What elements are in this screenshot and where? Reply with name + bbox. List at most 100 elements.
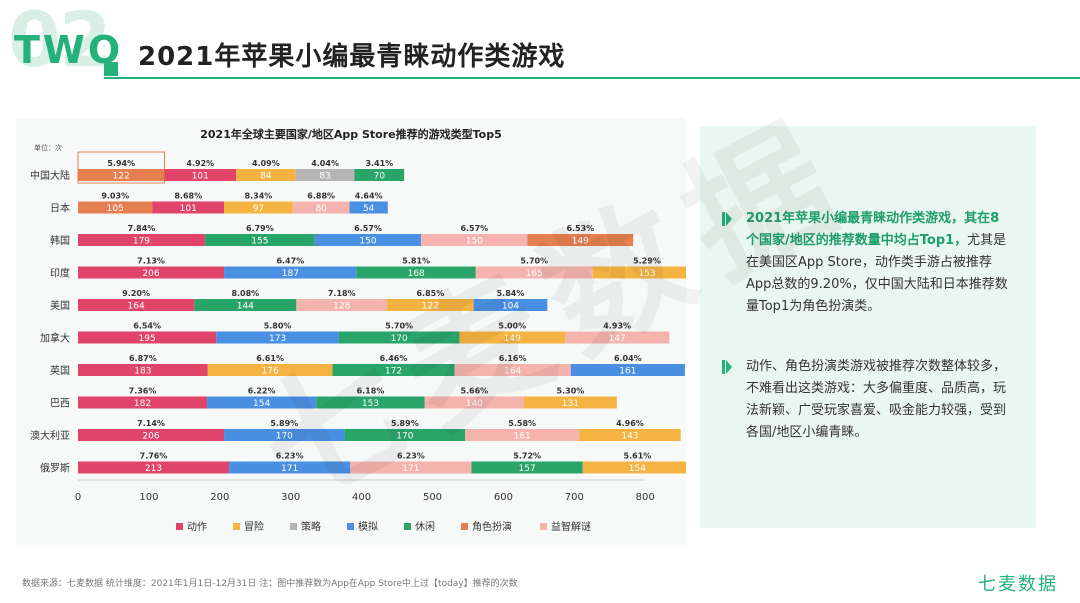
bar-pct-label: 9.03%	[101, 192, 129, 201]
bar-segment	[332, 364, 455, 376]
bar-value-label: 83	[319, 172, 330, 182]
bar-pct-label: 8.68%	[174, 192, 202, 201]
bar-segment	[78, 266, 225, 279]
bar-value-label: 206	[142, 269, 159, 279]
bar-pct-label: 6.22%	[248, 387, 276, 396]
bar-segment	[229, 461, 351, 474]
bar-segment	[582, 461, 686, 474]
bar-value-label: 149	[572, 237, 589, 247]
bar-segment	[316, 396, 425, 409]
legend-swatch	[404, 523, 411, 530]
bar-pct-label: 7.84%	[128, 224, 156, 233]
stacked-bar-chart: 2021年全球主要国家/地区App Store推荐的游戏类型Top5 单位：次 0 1…	[30, 127, 686, 533]
bar-segment	[592, 266, 686, 279]
bar-value-label: 154	[253, 399, 270, 409]
insight-2-text: 动作、角色扮演类游戏被推荐次数整体较多，不难看出这类游戏：大多偏重度、品质高，玩…	[746, 359, 1007, 440]
bar-segment	[424, 396, 524, 409]
bar-pct-label: 5.84%	[497, 289, 525, 298]
section-tag: TWO	[14, 28, 124, 72]
category-label: 加拿大	[40, 332, 70, 345]
bar-pct-label: 6.57%	[354, 224, 382, 233]
bar-value-label: 122	[113, 172, 130, 182]
x-tick-label: 800	[636, 492, 655, 503]
bar-pct-label: 8.08%	[231, 289, 259, 298]
x-tick-label: 0	[75, 492, 81, 503]
bar-pct-label: 5.89%	[391, 419, 419, 428]
bar-value-label: 155	[251, 237, 268, 247]
bar-segment	[523, 396, 617, 409]
bar-segment	[387, 299, 474, 311]
bar-segment	[454, 364, 571, 376]
bar-segment	[164, 169, 237, 181]
bar-segment	[356, 266, 476, 279]
bar-pct-label: 7.13%	[137, 257, 165, 266]
bar-value-label: 147	[609, 334, 626, 344]
category-label: 俄罗斯	[40, 462, 70, 475]
bar-segment	[475, 266, 593, 279]
category-label: 日本	[50, 202, 70, 215]
bar-value-label: 140	[466, 399, 483, 409]
bar-pct-label: 7.76%	[140, 452, 168, 461]
legend-label: 益智解谜	[551, 520, 591, 533]
bar-segment	[465, 429, 580, 441]
bar-value-label: 101	[180, 204, 197, 214]
bar-value-label: 195	[139, 334, 156, 344]
bar-segment	[565, 331, 670, 344]
chart-title: 2021年全球主要国家/地区App Store推荐的游戏类型Top5	[200, 127, 501, 141]
bar-segment	[204, 234, 315, 246]
bar-pct-label: 4.93%	[603, 322, 631, 331]
bar-segment	[295, 169, 355, 181]
bullet-marker-icon	[722, 360, 732, 374]
category-label: 澳大利亚	[30, 429, 70, 442]
bar-segment	[78, 234, 205, 246]
bar-value-label: 97	[253, 204, 264, 214]
section-number-watermark: 02	[8, 0, 112, 84]
bar-value-label: 170	[276, 432, 293, 442]
bar-value-label: 101	[192, 172, 209, 182]
bar-segment	[78, 331, 217, 344]
bar-value-label: 176	[262, 367, 279, 377]
brand-logo: 七麦数据	[978, 574, 1058, 595]
bar-pct-label: 7.36%	[129, 387, 157, 396]
bar-segment	[471, 461, 583, 474]
bar-segment	[207, 364, 333, 376]
bar-value-label: 105	[107, 204, 124, 214]
bar-pct-label: 9.20%	[122, 289, 150, 298]
bar-segment	[78, 461, 230, 474]
bar-segment	[78, 299, 195, 311]
bar-value-label: 149	[504, 334, 521, 344]
category-label: 英国	[50, 364, 70, 377]
category-label: 美国	[50, 299, 70, 312]
bar-pct-label: 5.70%	[385, 322, 413, 331]
bar-segment	[350, 461, 472, 474]
bar-pct-label: 5.30%	[557, 387, 585, 396]
x-tick-label: 600	[494, 492, 513, 503]
bar-segment	[292, 201, 350, 214]
bar-value-label: 161	[514, 432, 531, 442]
bar-segment	[314, 234, 422, 246]
bar-value-label: 143	[621, 432, 638, 442]
bar-pct-label: 5.00%	[498, 322, 526, 331]
bar-value-label: 173	[269, 334, 286, 344]
bar-pct-label: 6.79%	[246, 224, 274, 233]
bar-segment	[78, 169, 165, 181]
bar-pct-label: 5.72%	[513, 452, 541, 461]
bar-value-label: 153	[362, 399, 379, 409]
x-tick-label: 100	[139, 492, 158, 503]
category-label: 中国大陆	[30, 169, 70, 182]
bar-segment	[338, 331, 460, 344]
bar-pct-label: 6.23%	[276, 452, 304, 461]
category-label: 韩国	[50, 234, 70, 247]
legend-swatch	[347, 523, 354, 530]
bar-pct-label: 6.54%	[133, 322, 161, 331]
bar-value-label: 80	[315, 204, 327, 214]
bar-pct-label: 4.92%	[186, 159, 214, 168]
bar-segment	[473, 299, 548, 311]
bar-value-label: 153	[638, 269, 655, 279]
legend-label: 冒险	[244, 520, 264, 533]
bar-value-label: 150	[466, 237, 483, 247]
bar-segment	[78, 396, 208, 409]
bar-value-label: 164	[504, 367, 521, 377]
bar-pct-label: 6.46%	[380, 354, 408, 363]
bar-pct-label: 5.81%	[402, 257, 430, 266]
